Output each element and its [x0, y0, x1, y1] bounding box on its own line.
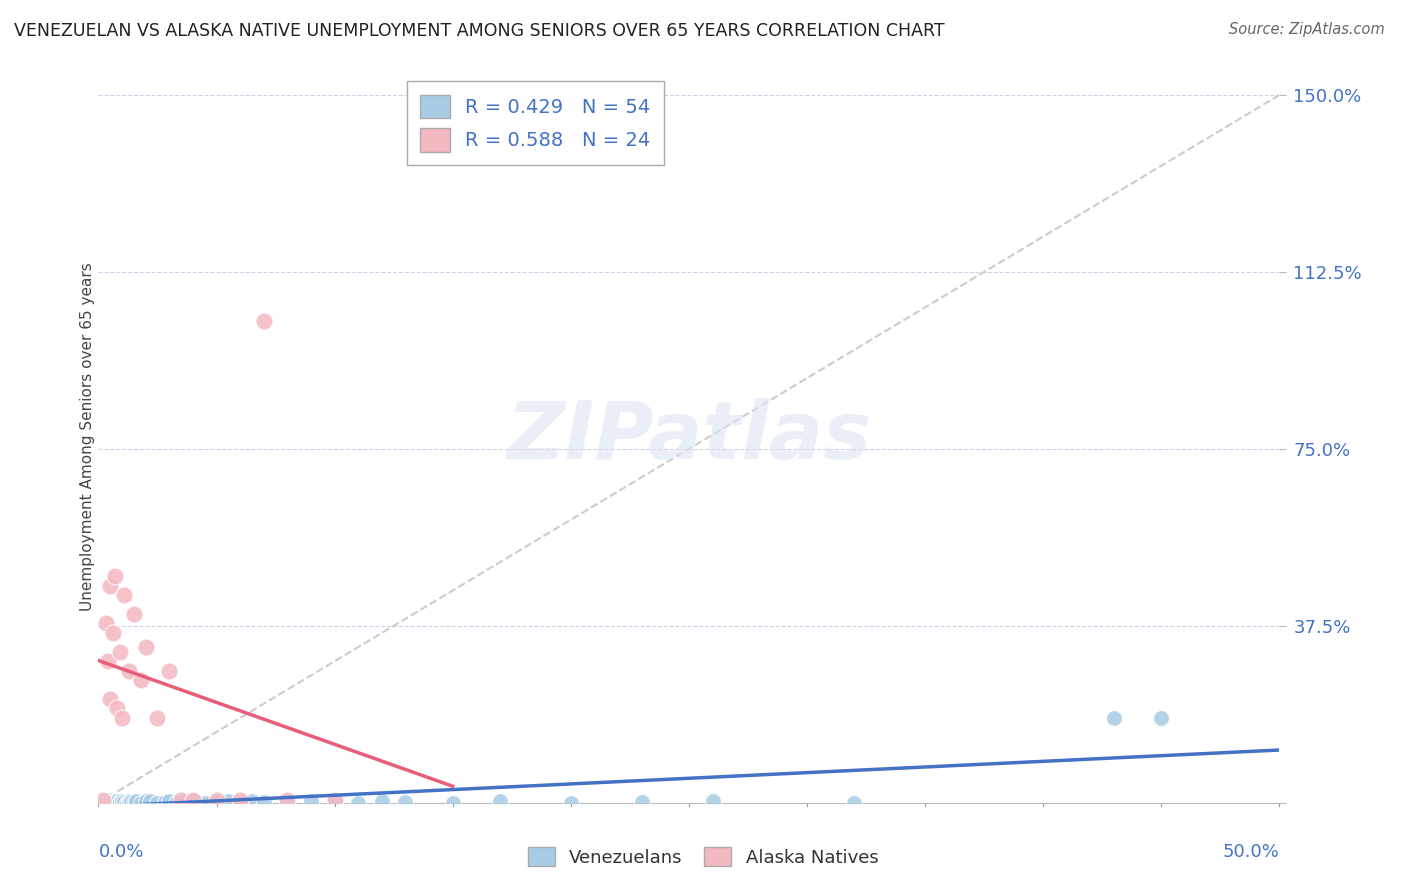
Point: [170, 793, 193, 807]
Point: [146, 796, 169, 810]
Point: [98, 793, 121, 807]
Point: [135, 640, 157, 654]
Point: [94, 796, 117, 810]
Point: [194, 796, 217, 810]
Text: Source: ZipAtlas.com: Source: ZipAtlas.com: [1229, 22, 1385, 37]
Point: [1150, 711, 1173, 725]
Point: [844, 796, 866, 810]
Point: [122, 607, 145, 621]
Text: VENEZUELAN VS ALASKA NATIVE UNEMPLOYMENT AMONG SENIORS OVER 65 YEARS CORRELATION: VENEZUELAN VS ALASKA NATIVE UNEMPLOYMENT…: [14, 22, 945, 40]
Point: [97, 794, 120, 808]
Point: [1102, 711, 1125, 725]
Point: [139, 794, 162, 808]
Point: [121, 795, 143, 809]
Point: [108, 796, 131, 810]
Point: [489, 794, 512, 808]
Point: [146, 711, 169, 725]
Point: [217, 794, 239, 808]
Point: [240, 794, 263, 808]
Point: [229, 796, 252, 810]
Text: 50.0%: 50.0%: [1223, 843, 1279, 861]
Point: [101, 626, 124, 640]
Point: [91, 793, 114, 807]
Point: [105, 794, 128, 808]
Point: [111, 796, 134, 810]
Legend: R = 0.429   N = 54, R = 0.588   N = 24: R = 0.429 N = 54, R = 0.588 N = 24: [406, 81, 664, 166]
Point: [105, 701, 128, 715]
Point: [104, 796, 127, 810]
Point: [181, 794, 204, 808]
Text: 0.0%: 0.0%: [98, 843, 143, 861]
Point: [560, 796, 582, 810]
Point: [101, 796, 124, 810]
Point: [229, 793, 252, 807]
Point: [98, 692, 121, 706]
Point: [276, 796, 298, 810]
Point: [347, 796, 370, 810]
Point: [118, 664, 141, 678]
Point: [97, 654, 120, 668]
Point: [101, 794, 124, 808]
Point: [111, 794, 134, 808]
Point: [104, 794, 127, 808]
Point: [94, 793, 117, 807]
Point: [299, 794, 322, 808]
Point: [371, 794, 394, 808]
Point: [129, 796, 152, 810]
Point: [205, 795, 228, 809]
Point: [441, 796, 464, 810]
Point: [91, 796, 114, 810]
Point: [157, 794, 180, 808]
Point: [323, 795, 346, 809]
Point: [181, 793, 204, 807]
Y-axis label: Unemployment Among Seniors over 65 years: Unemployment Among Seniors over 65 years: [80, 263, 94, 611]
Point: [118, 794, 141, 808]
Point: [104, 569, 127, 583]
Point: [394, 795, 416, 809]
Point: [98, 795, 121, 809]
Point: [105, 796, 128, 810]
Text: ZIPatlas: ZIPatlas: [506, 398, 872, 476]
Point: [122, 796, 145, 810]
Point: [118, 796, 141, 810]
Point: [111, 711, 134, 725]
Point: [205, 793, 228, 807]
Point: [129, 673, 152, 687]
Point: [253, 795, 276, 809]
Point: [323, 793, 346, 807]
Point: [630, 795, 652, 809]
Point: [276, 793, 298, 807]
Point: [108, 645, 131, 659]
Point: [112, 795, 135, 809]
Point: [115, 796, 138, 810]
Point: [98, 796, 121, 810]
Point: [157, 664, 180, 678]
Point: [108, 795, 131, 809]
Point: [135, 794, 157, 808]
Point: [253, 314, 276, 328]
Point: [97, 796, 120, 810]
Point: [165, 796, 187, 810]
Point: [172, 795, 194, 809]
Legend: Venezuelans, Alaska Natives: Venezuelans, Alaska Natives: [520, 840, 886, 874]
Point: [702, 794, 724, 808]
Point: [125, 794, 148, 808]
Point: [94, 616, 117, 631]
Point: [153, 795, 176, 809]
Point: [112, 588, 135, 602]
Point: [98, 579, 121, 593]
